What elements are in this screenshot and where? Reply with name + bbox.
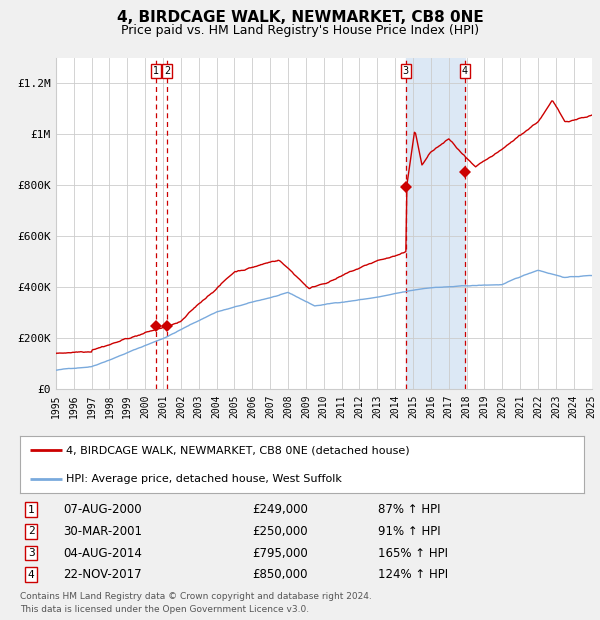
Text: This data is licensed under the Open Government Licence v3.0.: This data is licensed under the Open Gov… <box>20 604 309 614</box>
Bar <box>406 58 465 389</box>
Text: 4: 4 <box>462 66 468 76</box>
Text: 07-AUG-2000: 07-AUG-2000 <box>63 503 142 516</box>
Text: 87% ↑ HPI: 87% ↑ HPI <box>378 503 440 516</box>
Text: 1: 1 <box>153 66 159 76</box>
Text: 91% ↑ HPI: 91% ↑ HPI <box>378 525 440 538</box>
Text: 124% ↑ HPI: 124% ↑ HPI <box>378 569 448 581</box>
Text: 2: 2 <box>164 66 170 76</box>
Text: Contains HM Land Registry data © Crown copyright and database right 2024.: Contains HM Land Registry data © Crown c… <box>20 592 371 601</box>
Text: 2: 2 <box>28 526 35 536</box>
Text: 4, BIRDCAGE WALK, NEWMARKET, CB8 0NE: 4, BIRDCAGE WALK, NEWMARKET, CB8 0NE <box>116 10 484 25</box>
Text: 4, BIRDCAGE WALK, NEWMARKET, CB8 0NE (detached house): 4, BIRDCAGE WALK, NEWMARKET, CB8 0NE (de… <box>66 445 410 455</box>
Text: Price paid vs. HM Land Registry's House Price Index (HPI): Price paid vs. HM Land Registry's House … <box>121 24 479 37</box>
Text: £795,000: £795,000 <box>252 547 308 559</box>
Text: HPI: Average price, detached house, West Suffolk: HPI: Average price, detached house, West… <box>66 474 342 484</box>
Text: 165% ↑ HPI: 165% ↑ HPI <box>378 547 448 559</box>
Text: £250,000: £250,000 <box>252 525 308 538</box>
Text: 4: 4 <box>28 570 35 580</box>
Text: 3: 3 <box>28 548 35 558</box>
Text: £850,000: £850,000 <box>252 569 308 581</box>
Text: 3: 3 <box>403 66 409 76</box>
Text: 04-AUG-2014: 04-AUG-2014 <box>63 547 142 559</box>
Text: 22-NOV-2017: 22-NOV-2017 <box>63 569 142 581</box>
Text: £249,000: £249,000 <box>252 503 308 516</box>
Text: 1: 1 <box>28 505 35 515</box>
Text: 30-MAR-2001: 30-MAR-2001 <box>63 525 142 538</box>
